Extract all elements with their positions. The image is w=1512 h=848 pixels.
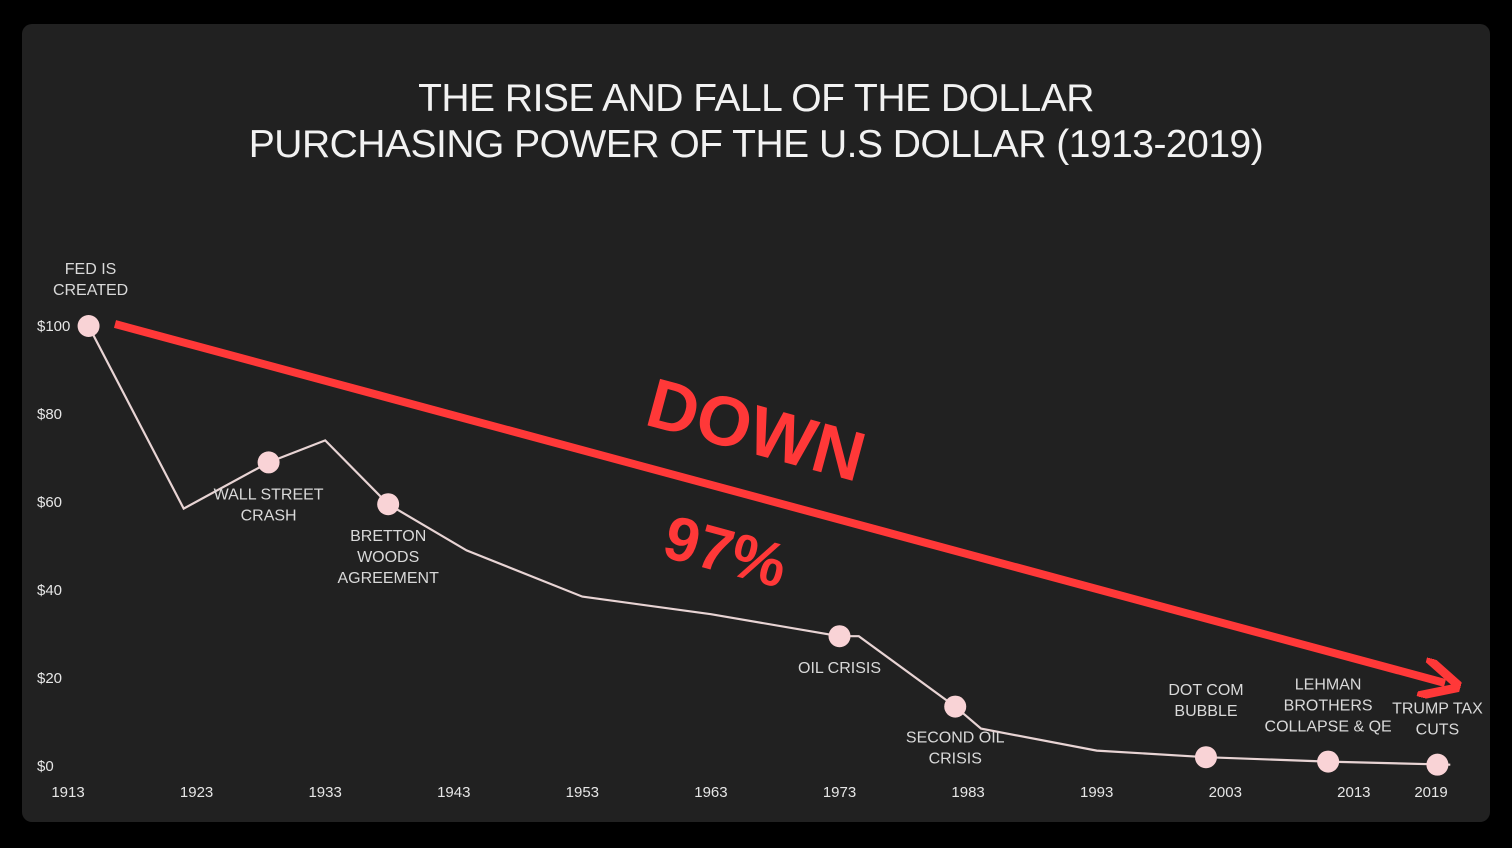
x-tick-label: 1973 <box>823 784 856 801</box>
x-tick-label: 1953 <box>566 784 599 801</box>
event-marker <box>1194 746 1217 769</box>
event-marker <box>828 625 851 648</box>
down-trend-arrow <box>113 320 1445 683</box>
event-label: WOODS <box>357 549 419 566</box>
x-tick-label: 1943 <box>437 784 470 801</box>
event-label: FED IS <box>65 261 117 278</box>
event-marker <box>377 493 400 516</box>
event-label: BROTHERS <box>1284 698 1373 715</box>
chart-panel <box>22 24 1490 822</box>
purchasing-power-line <box>87 325 1451 766</box>
x-tick-label: 1963 <box>694 784 727 801</box>
y-axis: $0 $20 $40 $60 $80 $100 <box>37 318 70 775</box>
y-tick-label: $0 <box>37 758 54 775</box>
event-label: WALL STREET <box>214 486 324 503</box>
chart-subtitle: PURCHASING POWER OF THE U.S DOLLAR (1913… <box>248 123 1264 166</box>
event-label: SECOND OIL <box>906 730 1005 747</box>
event-label: TRUMP TAX <box>1392 701 1483 718</box>
chart-title: THE RISE AND FALL OF THE DOLLAR <box>418 77 1094 120</box>
y-tick-label: $100 <box>37 318 70 335</box>
y-tick-label: $60 <box>37 494 62 511</box>
event-label: OIL CRISIS <box>798 660 881 677</box>
annotations: FED IS CREATED WALL STREET CRASH BRETTON WOOD… <box>53 261 1483 776</box>
x-tick-label: 1983 <box>951 784 984 801</box>
x-tick-label: 1923 <box>180 784 213 801</box>
x-axis: 1913 1923 1933 1943 1953 1963 1973 1983 1993 2003… <box>51 784 1447 801</box>
x-tick-label: 2013 <box>1337 784 1370 801</box>
x-tick-label: 2003 <box>1209 784 1242 801</box>
event-marker <box>944 695 967 718</box>
event-marker <box>257 451 280 474</box>
event-label: DOT COM <box>1168 682 1243 699</box>
event-marker <box>1317 750 1340 773</box>
x-tick-label: 1913 <box>51 784 84 801</box>
event-label: CREATED <box>53 282 128 299</box>
event-label: BUBBLE <box>1174 703 1237 720</box>
event-label: BRETTON <box>350 528 426 545</box>
y-tick-label: $20 <box>37 670 62 687</box>
x-tick-label: 1933 <box>308 784 341 801</box>
callout-percent: 97% <box>656 503 794 602</box>
event-label: CUTS <box>1416 722 1460 739</box>
event-label: CRASH <box>241 507 297 524</box>
event-label: AGREEMENT <box>338 570 440 587</box>
x-tick-label: 1993 <box>1080 784 1113 801</box>
x-tick-label: 2019 <box>1414 784 1447 801</box>
event-marker <box>77 315 100 337</box>
event-label: LEHMAN <box>1295 677 1362 694</box>
event-label: COLLAPSE & QE <box>1265 719 1392 736</box>
y-tick-label: $80 <box>37 406 62 423</box>
y-tick-label: $40 <box>37 582 62 599</box>
event-label: CRISIS <box>929 751 982 768</box>
event-marker <box>1426 753 1449 776</box>
